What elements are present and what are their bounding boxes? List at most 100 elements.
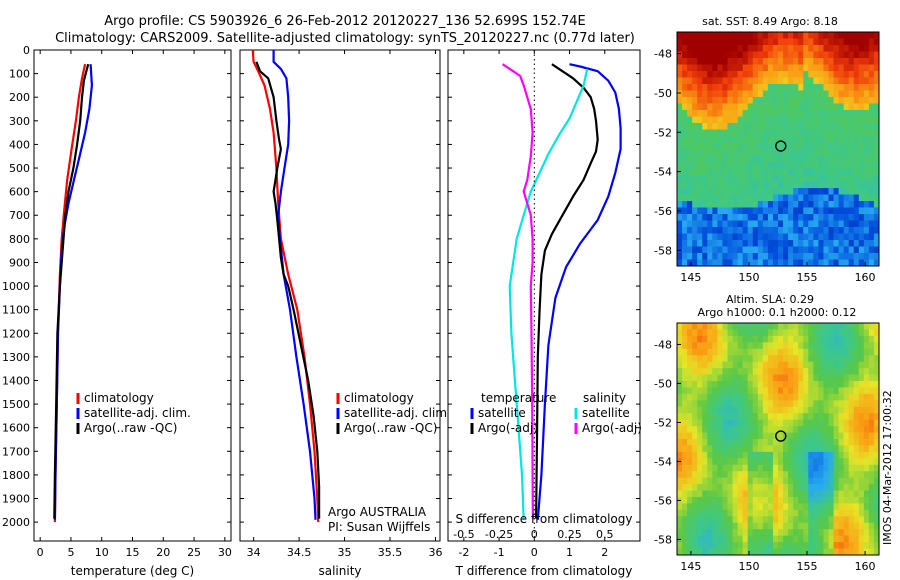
heatmap-cell [727, 368, 733, 375]
heatmap-cell [803, 432, 809, 440]
heatmap-cell [687, 233, 693, 241]
heatmap-cell [848, 509, 855, 517]
series-line-blue [536, 63, 622, 520]
heatmap-cell [798, 207, 804, 215]
heatmap-cell [687, 381, 693, 388]
heatmap-cell [813, 90, 819, 98]
heatmap-cell [863, 335, 870, 343]
heatmap-cell [772, 45, 779, 52]
heatmap-cell [868, 110, 875, 117]
heatmap-cell [702, 471, 708, 479]
heatmap-cell [732, 464, 738, 472]
heatmap-cell [828, 233, 834, 241]
heatmap-cell [752, 374, 759, 382]
heatmap-cell [838, 381, 845, 388]
heatmap-cell [732, 136, 738, 143]
heatmap-cell [772, 103, 779, 111]
heatmap-cell [803, 188, 809, 195]
heatmap-cell [803, 516, 809, 524]
heatmap-cell [722, 227, 728, 234]
heatmap-cell [848, 181, 855, 189]
heatmap-cell [742, 522, 749, 530]
heatmap-cell [778, 220, 784, 228]
heatmap-cell [803, 348, 809, 356]
heatmap-cell [772, 214, 779, 221]
heatmap-cell [808, 246, 814, 254]
heatmap-cell [783, 201, 789, 208]
heatmap-cell [873, 64, 880, 72]
heatmap-cell [778, 188, 784, 195]
heatmap-cell [722, 246, 728, 254]
heatmap-cell [767, 45, 774, 52]
heatmap-cell [702, 162, 708, 169]
heatmap-cell [767, 484, 774, 491]
heatmap-cell [732, 194, 738, 202]
heatmap-cell [747, 335, 754, 343]
heatmap-cell [868, 97, 875, 104]
heatmap-cell [838, 149, 845, 156]
heatmap-cell [783, 374, 789, 382]
header-line-2: Climatology: CARS2009. Satellite-adjuste… [55, 31, 635, 46]
heatmap-cell [803, 497, 809, 504]
heatmap-cell [677, 220, 683, 228]
heatmap-cell [858, 542, 865, 549]
heatmap-cell [742, 45, 749, 52]
heatmap-cell [778, 516, 784, 524]
heatmap-cell [757, 387, 764, 395]
heatmap-cell [772, 64, 779, 72]
heatmap-cell [712, 516, 718, 524]
heatmap-cell [848, 97, 855, 104]
heatmap-cell [803, 123, 809, 130]
heatmap-cell [722, 432, 728, 440]
heatmap-cell [838, 503, 845, 511]
heatmap-cell [682, 207, 688, 215]
heatmap-cell [682, 136, 688, 143]
heatmap-cell [742, 503, 749, 511]
heatmap-cell [687, 149, 693, 156]
heatmap-cell [712, 253, 718, 260]
heatmap-cell [813, 439, 819, 446]
heatmap-cell [732, 58, 738, 65]
heatmap-cell [873, 535, 880, 543]
heatmap-cell [712, 419, 718, 427]
heatmap-cell [863, 188, 870, 195]
heatmap-cell [843, 129, 850, 137]
heatmap-cell [783, 497, 789, 504]
heatmap-cell [813, 77, 819, 85]
heatmap-cell [717, 548, 723, 556]
heatmap-cell [702, 451, 708, 459]
heatmap-cell [838, 323, 845, 330]
heatmap-cell [828, 439, 834, 446]
heatmap-cell [752, 497, 759, 504]
heatmap-cell [813, 323, 819, 330]
heatmap-cell [697, 432, 703, 440]
heatmap-cell [772, 542, 779, 549]
heatmap-cell [762, 181, 769, 189]
heatmap-cell [838, 509, 845, 517]
heatmap-cell [868, 136, 875, 143]
heatmap-cell [717, 32, 723, 39]
heatmap-cell [808, 445, 814, 453]
legend-entry: satellite-adj. clim. [344, 406, 451, 420]
heatmap-cell [818, 374, 824, 382]
heatmap-cell [737, 355, 744, 363]
heatmap-cell [868, 188, 875, 195]
heatmap-cell [722, 348, 728, 356]
heatmap-cell [838, 548, 845, 556]
heatmap-cell [858, 32, 865, 39]
heatmap-cell [752, 432, 759, 440]
heatmap-cell [818, 458, 824, 466]
heatmap-cell [732, 419, 738, 427]
heatmap-cell [757, 484, 764, 491]
heatmap-cell [712, 451, 718, 459]
heatmap-cell [793, 149, 799, 156]
heatmap-cell [868, 432, 875, 440]
heatmap-cell [697, 439, 703, 446]
heatmap-cell [677, 58, 683, 65]
heatmap-cell [752, 246, 759, 254]
heatmap-cell [863, 90, 870, 98]
heatmap-cell [783, 355, 789, 363]
heatmap-cell [838, 162, 845, 169]
heatmap-cell [823, 393, 829, 401]
